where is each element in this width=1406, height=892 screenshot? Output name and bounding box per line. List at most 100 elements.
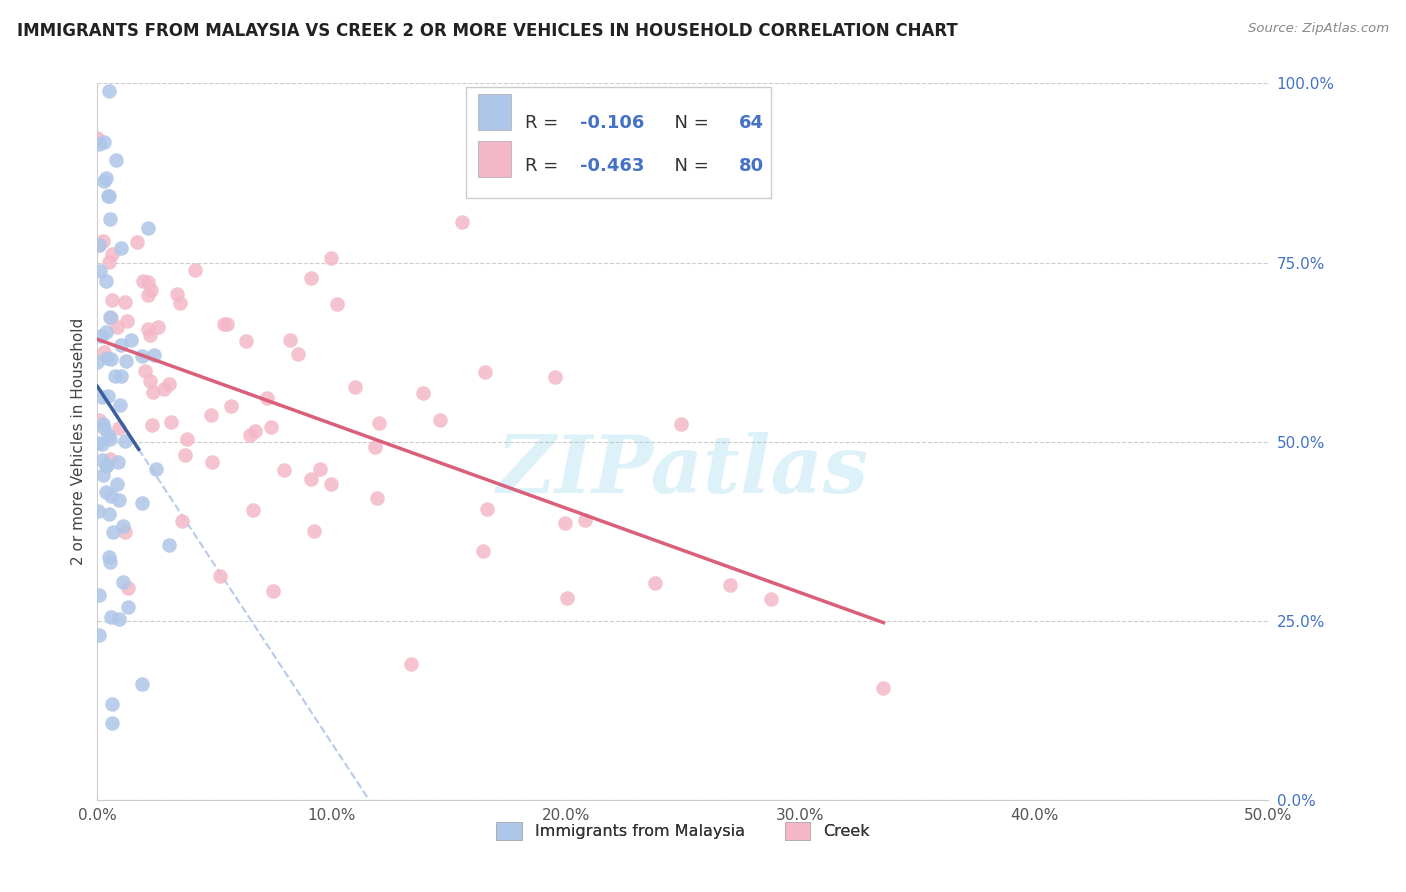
Point (450, 215, 472, 229)
Point (98, 452, 121, 467)
Point (644, 576, 666, 591)
Point (96, 458, 118, 473)
FancyBboxPatch shape (467, 87, 770, 198)
Point (94, 325, 117, 339)
Point (114, 434, 136, 448)
Point (319, 251, 342, 265)
Point (87, 588, 110, 602)
Point (93, 234, 115, 248)
Text: N =: N = (664, 114, 714, 132)
Point (366, 491, 388, 506)
Point (93, 344, 115, 359)
Point (139, 375, 162, 389)
Point (131, 495, 153, 509)
Point (142, 385, 165, 400)
Point (100, 610, 122, 624)
Point (160, 415, 183, 429)
Point (554, 516, 576, 531)
Point (429, 413, 451, 427)
Text: Source: ZipAtlas.com: Source: ZipAtlas.com (1249, 22, 1389, 36)
Text: ZIPatlas: ZIPatlas (496, 432, 869, 509)
Point (100, 432, 122, 446)
Point (103, 368, 125, 383)
Point (94, 274, 117, 288)
Point (93, 135, 115, 149)
Point (555, 591, 578, 606)
Text: IMMIGRANTS FROM MALAYSIA VS CREEK 2 OR MORE VEHICLES IN HOUSEHOLD CORRELATION CH: IMMIGRANTS FROM MALAYSIA VS CREEK 2 OR M… (17, 22, 957, 40)
Point (87, 628, 110, 642)
Point (184, 263, 207, 277)
Point (136, 276, 159, 290)
Point (114, 295, 136, 310)
Point (134, 364, 156, 378)
Point (98, 310, 121, 324)
Point (100, 293, 122, 307)
Point (107, 420, 129, 434)
Point (157, 538, 180, 552)
Point (114, 525, 136, 540)
Point (93, 174, 115, 188)
Point (139, 283, 162, 297)
Point (278, 333, 301, 347)
Text: N =: N = (664, 157, 714, 175)
Point (146, 319, 169, 334)
Point (90, 453, 112, 467)
Point (89, 264, 111, 278)
Point (159, 377, 181, 392)
Point (363, 441, 385, 455)
Y-axis label: 2 or more Vehicles in Household: 2 or more Vehicles in Household (72, 318, 86, 566)
Point (96, 351, 118, 366)
Point (131, 349, 153, 363)
Point (115, 314, 138, 328)
Text: 80: 80 (740, 157, 765, 175)
Point (90, 390, 112, 404)
Point (166, 286, 188, 301)
Point (139, 328, 162, 343)
Point (94, 485, 117, 500)
Point (872, 681, 894, 696)
Point (319, 477, 342, 491)
Legend: Immigrants from Malaysia, Creek: Immigrants from Malaysia, Creek (489, 815, 876, 846)
Point (101, 716, 124, 731)
Point (87, 238, 110, 252)
Point (242, 503, 264, 517)
Point (219, 400, 242, 414)
Point (94, 171, 117, 186)
Point (86, 354, 108, 368)
Point (111, 518, 134, 533)
Point (215, 318, 238, 332)
Point (132, 274, 155, 288)
Point (91, 437, 114, 451)
Point (110, 338, 132, 352)
Point (326, 297, 349, 311)
Point (412, 385, 434, 400)
Point (262, 584, 284, 599)
Point (87, 136, 110, 151)
Point (212, 318, 235, 332)
Point (201, 455, 224, 469)
Point (107, 477, 129, 491)
Point (287, 346, 309, 360)
Point (117, 581, 139, 595)
Point (401, 657, 423, 671)
FancyBboxPatch shape (478, 95, 510, 130)
Point (200, 409, 222, 423)
Point (112, 575, 135, 590)
Point (208, 569, 231, 583)
Point (309, 461, 332, 475)
Point (544, 370, 567, 384)
Point (260, 420, 283, 434)
Text: R =: R = (524, 157, 564, 175)
Point (475, 501, 498, 516)
Point (145, 462, 167, 476)
Point (110, 241, 132, 255)
Point (97, 254, 120, 268)
Point (273, 463, 295, 477)
Point (718, 577, 741, 591)
Point (142, 348, 165, 362)
Point (120, 333, 142, 347)
Point (87, 435, 110, 450)
Point (103, 524, 125, 539)
Point (131, 677, 153, 691)
Point (89, 413, 111, 427)
